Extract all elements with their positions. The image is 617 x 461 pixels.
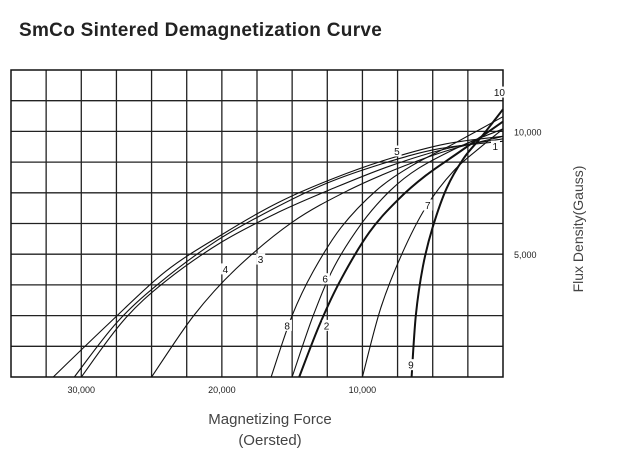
x-tick-label: 30,000 (68, 385, 96, 395)
curve-label-5: 5 (394, 147, 400, 158)
x-axis-label: Magnetizing Force (208, 411, 332, 428)
curve-label-9: 9 (408, 361, 414, 372)
curve-label-bg (322, 319, 332, 331)
curve-label-bg (256, 253, 266, 265)
y-tick-label: 5,000 (514, 250, 537, 260)
x-tick-label: 10,000 (349, 385, 377, 395)
curve-3 (151, 135, 504, 378)
curve-6 (298, 120, 504, 378)
x-tick-labels: 30,000 20,000 10,000 (68, 385, 377, 395)
chart-title: SmCo Sintered Demagnetization Curve (19, 20, 383, 41)
curve-1 (52, 135, 504, 378)
grid (11, 70, 503, 377)
curves (52, 108, 504, 378)
x-tick-label: 20,000 (208, 385, 236, 395)
curve-label-3: 3 (258, 255, 264, 266)
curve-9 (410, 108, 504, 378)
curve-5 (73, 140, 504, 378)
curve-label-1: 1 (492, 142, 498, 153)
curve-label-8: 8 (284, 321, 290, 332)
curve-label-bg (490, 140, 500, 152)
curve-8 (270, 116, 504, 378)
plot-frame (10, 69, 504, 378)
curve-label-bg (320, 273, 330, 285)
curve-label-bg (423, 199, 433, 211)
curve-label-7: 7 (425, 201, 431, 212)
curve-4 (80, 138, 504, 378)
curve-labels: 1 2 3 4 5 6 7 8 9 10 (221, 86, 507, 372)
curve-label-bg (392, 145, 402, 157)
curve-label-bg (221, 263, 231, 275)
curve-label-6: 6 (322, 275, 328, 286)
curve-label-bg (282, 319, 292, 331)
x-axis-unit: (Oersted) (238, 432, 302, 449)
y-tick-labels: 10,000 5,000 (514, 127, 542, 260)
curve-label-2: 2 (324, 321, 330, 332)
curve-label-10: 10 (494, 88, 506, 99)
y-tick-label: 10,000 (514, 127, 542, 137)
curve-label-4: 4 (223, 265, 229, 276)
curve-label-bg (492, 86, 507, 98)
curve-label-bg (406, 359, 416, 371)
y-axis-label: Flux Density(Gauss) (570, 165, 586, 293)
